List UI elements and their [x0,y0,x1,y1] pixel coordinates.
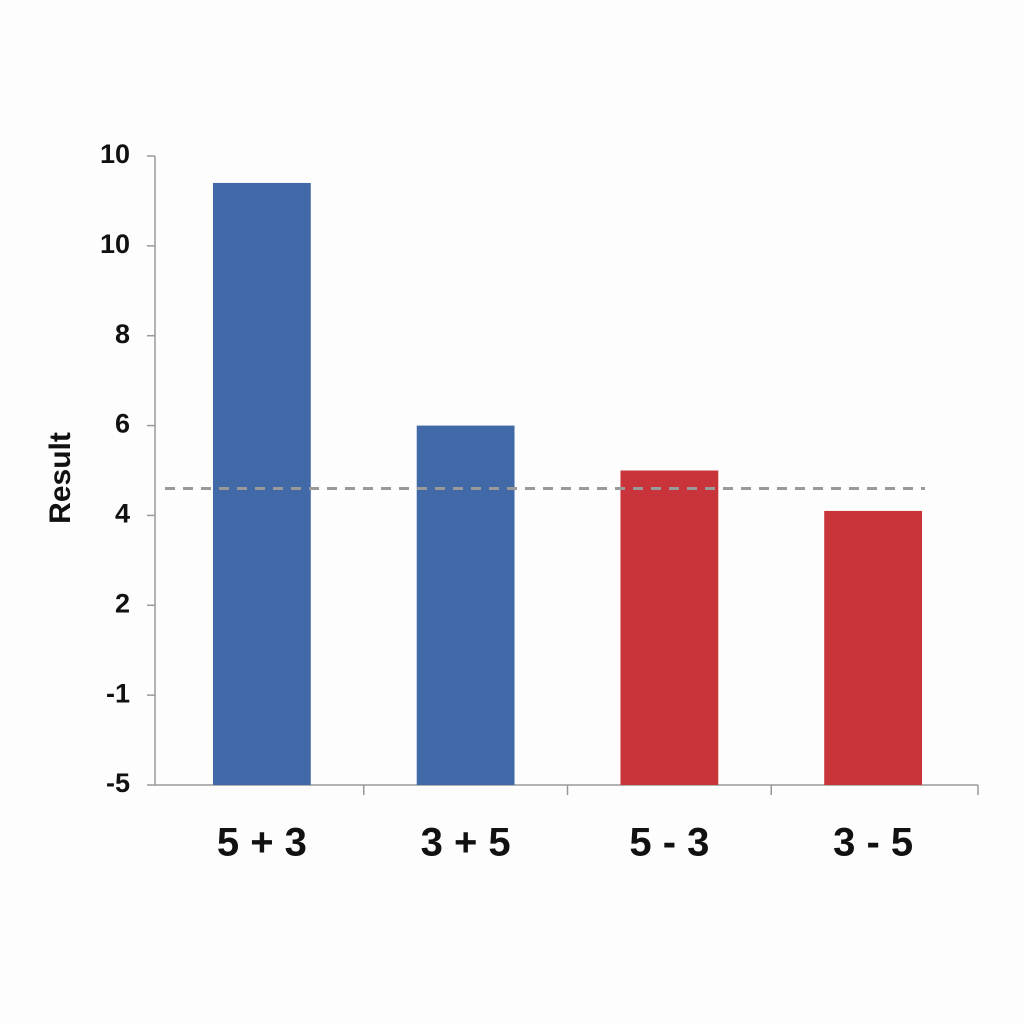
y-tick-label: 10 [100,229,130,259]
x-tick-label: 3 + 5 [421,821,511,865]
y-tick-label: 6 [115,409,130,439]
x-tick-label: 5 - 3 [629,821,709,865]
bar [620,470,719,785]
y-tick-label: -1 [106,678,130,708]
y-tick-label: 2 [115,588,130,618]
bar [212,182,311,785]
y-tick-label: 4 [115,499,130,529]
y-tick-label: 8 [115,319,130,349]
y-axis-label: Result [44,432,77,524]
y-tick-label: 10 [100,139,130,169]
x-tick-label: 5 + 3 [217,821,307,865]
x-tick-label: 3 - 5 [833,821,913,865]
bar [824,510,923,785]
y-tick-label: -5 [106,768,130,798]
bar [416,425,515,785]
